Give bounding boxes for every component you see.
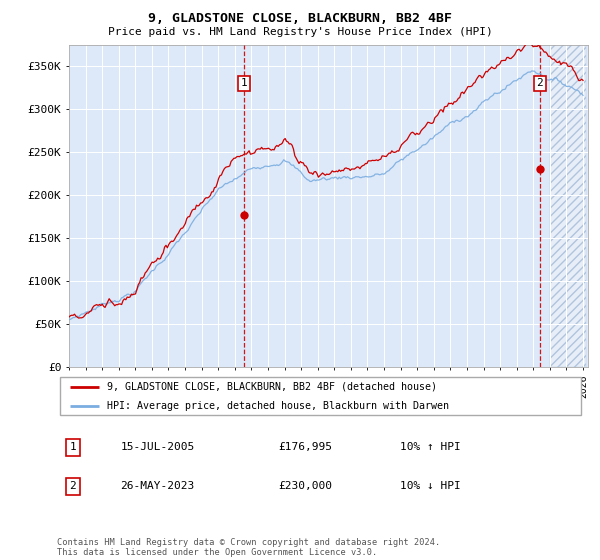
Text: 1: 1 xyxy=(70,442,76,452)
Polygon shape xyxy=(550,40,586,367)
Text: HPI: Average price, detached house, Blackburn with Darwen: HPI: Average price, detached house, Blac… xyxy=(107,402,449,411)
Text: 10% ↑ HPI: 10% ↑ HPI xyxy=(400,442,461,452)
Text: £230,000: £230,000 xyxy=(279,482,333,491)
Text: 26-MAY-2023: 26-MAY-2023 xyxy=(121,482,194,491)
Text: 9, GLADSTONE CLOSE, BLACKBURN, BB2 4BF: 9, GLADSTONE CLOSE, BLACKBURN, BB2 4BF xyxy=(148,12,452,25)
Bar xyxy=(550,45,586,367)
Text: 2: 2 xyxy=(536,78,543,88)
Text: 10% ↓ HPI: 10% ↓ HPI xyxy=(400,482,461,491)
FancyBboxPatch shape xyxy=(59,377,581,415)
Text: £176,995: £176,995 xyxy=(279,442,333,452)
Text: Contains HM Land Registry data © Crown copyright and database right 2024.
This d: Contains HM Land Registry data © Crown c… xyxy=(57,538,440,557)
Text: 9, GLADSTONE CLOSE, BLACKBURN, BB2 4BF (detached house): 9, GLADSTONE CLOSE, BLACKBURN, BB2 4BF (… xyxy=(107,382,437,392)
Text: 15-JUL-2005: 15-JUL-2005 xyxy=(121,442,194,452)
Text: 1: 1 xyxy=(241,78,247,88)
Text: Price paid vs. HM Land Registry's House Price Index (HPI): Price paid vs. HM Land Registry's House … xyxy=(107,27,493,37)
Text: 2: 2 xyxy=(70,482,76,491)
